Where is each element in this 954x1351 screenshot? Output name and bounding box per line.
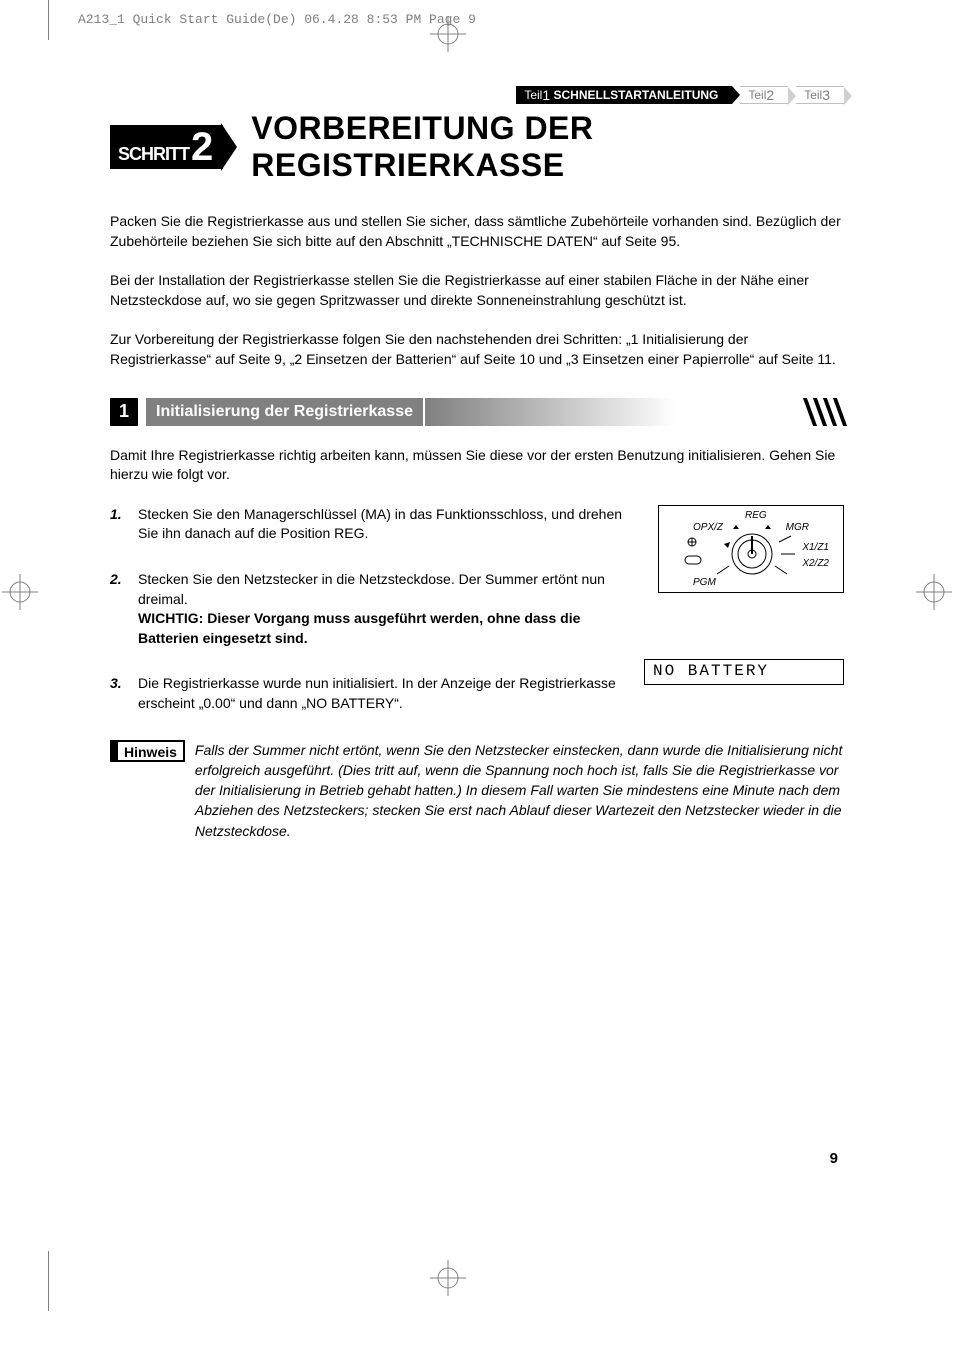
bc-prefix: Teil bbox=[524, 88, 542, 102]
section-intro: Damit Ihre Registrierkasse richtig arbei… bbox=[110, 446, 844, 485]
page-content: SCHRITT 2 VORBEREITUNG DER REGISTRIERKAS… bbox=[110, 110, 844, 841]
steps-area: REG OPX/Z MGR X1/Z1 X2/Z2 PGM bbox=[110, 505, 844, 714]
hint-text: Falls der Summer nicht ertönt, wenn Sie … bbox=[195, 740, 844, 841]
display-readout: NO BATTERY bbox=[644, 659, 844, 685]
mode-dial-diagram: REG OPX/Z MGR X1/Z1 X2/Z2 PGM bbox=[658, 505, 844, 593]
bc-prefix: Teil bbox=[748, 88, 766, 102]
crop-mark-right bbox=[916, 574, 952, 615]
crop-mark-left bbox=[2, 574, 38, 615]
trim-line bbox=[48, 1251, 49, 1311]
trim-line bbox=[48, 0, 49, 40]
step-number: 2 bbox=[191, 131, 213, 163]
bc-num: 2 bbox=[766, 87, 774, 103]
page-number: 9 bbox=[830, 1150, 838, 1167]
crop-mark-bottom bbox=[430, 1260, 466, 1301]
bc-label: SCHNELLSTARTANLEITUNG bbox=[553, 88, 718, 102]
intro-paragraph-2: Bei der Installation der Registrierkasse… bbox=[110, 271, 844, 310]
step-badge: SCHRITT 2 bbox=[110, 125, 223, 169]
display-text: NO BATTERY bbox=[653, 662, 769, 680]
hint-badge: Hinweis bbox=[110, 740, 185, 762]
step-num: 3. bbox=[110, 674, 138, 713]
step-text-line: Stecken Sie den Netzstecker in die Netzs… bbox=[138, 571, 605, 607]
section-number: 1 bbox=[110, 398, 138, 426]
hint-block: Hinweis Falls der Summer nicht ertönt, w… bbox=[110, 740, 844, 841]
hatch-icon bbox=[784, 398, 844, 426]
bc-num: 3 bbox=[822, 87, 830, 103]
breadcrumb-part3: Teil3 bbox=[796, 86, 844, 104]
section-decoration bbox=[425, 398, 844, 426]
title-row: SCHRITT 2 VORBEREITUNG DER REGISTRIERKAS… bbox=[110, 110, 844, 184]
section-title: Initialisierung der Registrierkasse bbox=[146, 398, 423, 426]
chevron-right-icon bbox=[221, 123, 237, 171]
part-breadcrumb: Teil1 SCHNELLSTARTANLEITUNG Teil2 Teil3 bbox=[516, 86, 844, 104]
bc-num: 1 bbox=[542, 87, 550, 103]
step-num: 1. bbox=[110, 505, 138, 544]
step-num: 2. bbox=[110, 570, 138, 648]
breadcrumb-part2: Teil2 bbox=[740, 86, 788, 104]
print-header: A213_1 Quick Start Guide(De) 06.4.28 8:5… bbox=[78, 12, 476, 27]
bc-prefix: Teil bbox=[804, 88, 822, 102]
step-label: SCHRITT bbox=[118, 144, 189, 165]
section-header: 1 Initialisierung der Registrierkasse bbox=[110, 398, 844, 426]
dial-graphic bbox=[659, 506, 845, 594]
page-title: VORBEREITUNG DER REGISTRIERKASSE bbox=[251, 110, 844, 184]
intro-paragraph-1: Packen Sie die Registrierkasse aus und s… bbox=[110, 212, 844, 251]
breadcrumb-part1: Teil1 SCHNELLSTARTANLEITUNG bbox=[516, 86, 732, 104]
intro-paragraph-3: Zur Vorbereitung der Registrierkasse fol… bbox=[110, 330, 844, 369]
step-important: WICHTIG: Dieser Vorgang muss ausgeführt … bbox=[138, 610, 580, 646]
